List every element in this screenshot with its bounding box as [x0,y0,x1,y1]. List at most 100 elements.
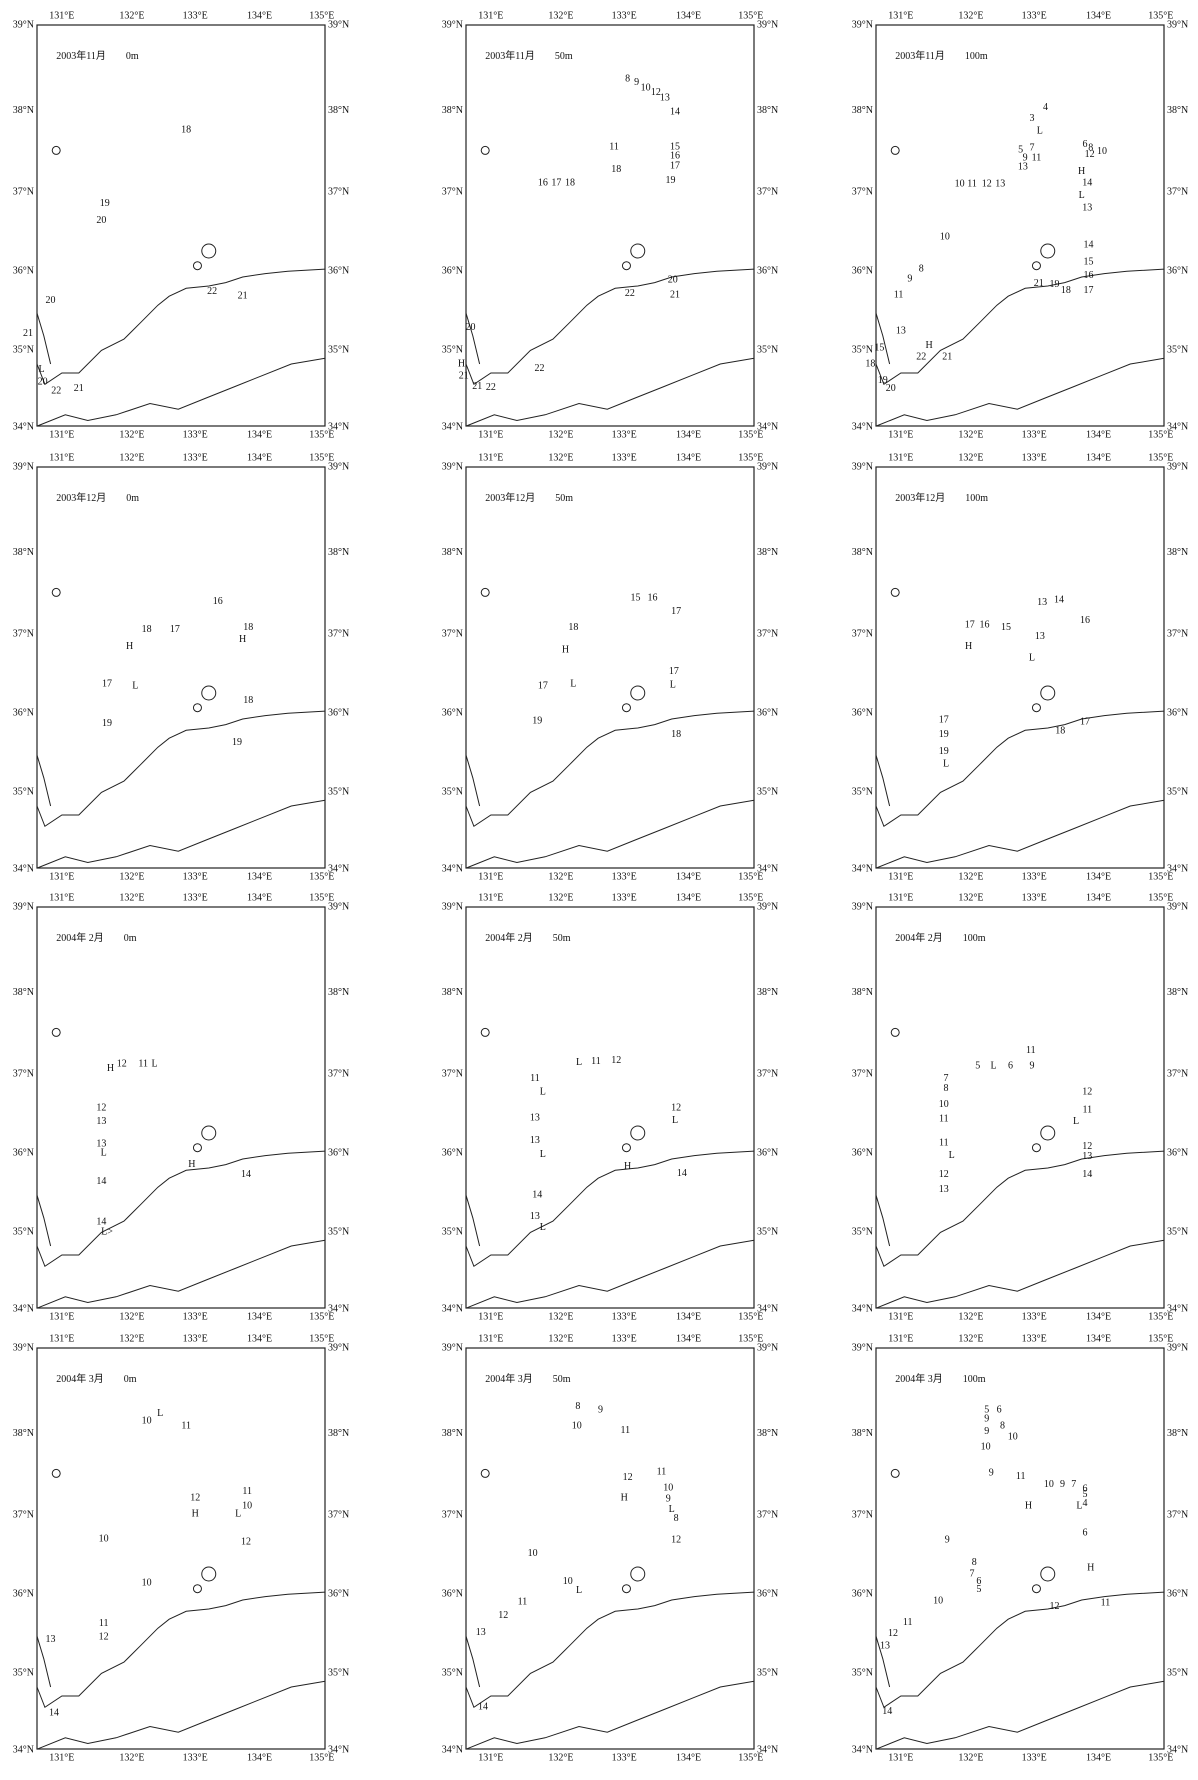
lat-label: 36°N [442,1589,463,1600]
contour-label: 12 [117,1058,127,1069]
lon-label: 132°E [119,452,144,463]
lat-label: 37°N [442,1069,463,1080]
lat-label: 34°N [442,422,463,433]
contour-label: 18 [568,622,578,633]
island [1040,1125,1056,1141]
contour-label: 16 [670,150,680,161]
panel-title: 2003年11月 0m [56,49,139,62]
contour-label: 14 [241,1169,251,1180]
map-frame [875,906,1165,1309]
lat-label: 39°N [328,461,349,472]
lon-label: 134°E [1086,871,1111,882]
lat-label: 35°N [13,787,34,798]
lon-label: 134°E [247,871,272,882]
contour-label: 13 [1035,631,1045,642]
contour-label: 12 [611,1055,621,1066]
lat-label: 35°N [852,787,873,798]
lat-label: 39°N [13,461,34,472]
lon-label: 131°E [49,1752,74,1763]
lat-label: 36°N [442,266,463,277]
lon-label: 135°E [1148,10,1173,21]
contour-label: 13 [530,1211,540,1222]
lon-label: 131°E [478,10,503,21]
contour-label: 17 [670,161,680,172]
lat-label: 37°N [442,1510,463,1521]
lat-label: 36°N [757,1148,778,1159]
contour-label: 9 [634,77,639,88]
contour-label: 9 [1029,1061,1034,1072]
lat-label: 38°N [757,547,778,558]
contour-label: 5 [976,1584,981,1595]
panel-title: 2004年 3月 50m [485,1372,570,1385]
contour-label: L [670,679,676,690]
lon-label: 135°E [309,452,334,463]
contour-label: 21 [942,352,952,363]
map-frame [465,466,755,869]
lat-label: 35°N [442,1227,463,1238]
lon-label: 132°E [958,1333,983,1344]
lon-label: 135°E [309,871,334,882]
lat-label: 39°N [1167,461,1188,472]
contour-label: 5 [1018,145,1023,156]
map-panel: 2003年11月 0m 131°E 131°E 132°E 132°E 133°E 133°… [13,10,349,440]
island [192,703,202,713]
lon-label: 131°E [478,429,503,440]
lat-label: 34°N [13,1745,34,1756]
lat-label: 38°N [757,105,778,116]
lat-label: 38°N [328,987,349,998]
island [51,145,61,155]
lat-label: 39°N [757,901,778,912]
map-panel: 2004年 3月 50m131°E131°E132°E132°E133°E133… [442,1333,778,1763]
contour-label: 11 [939,1114,949,1125]
lon-label: 135°E [309,1752,334,1763]
lon-label: 133°E [1022,1333,1047,1344]
lat-label: 36°N [13,266,34,277]
island [621,703,631,713]
contour-label: 19 [232,737,242,748]
island [630,1566,646,1582]
island [1031,1584,1041,1594]
lat-label: 34°N [1167,422,1188,433]
contour-label: 22 [51,385,61,396]
lat-label: 37°N [852,1069,873,1080]
lon-label: 132°E [548,1311,573,1322]
lon-label: 135°E [1148,1333,1173,1344]
coastline [875,312,891,365]
contour-label: 9 [666,1494,671,1505]
contour-label: 16 [1083,270,1093,281]
coastline [875,754,891,807]
lon-label: 131°E [888,892,913,903]
contour-label: 9 [1023,153,1028,164]
lon-label: 131°E [888,1311,913,1322]
lat-label: 38°N [13,1428,34,1439]
coastline [465,710,755,828]
island [1040,1566,1056,1582]
island [480,587,490,597]
lon-label: 133°E [612,1311,637,1322]
lat-label: 35°N [1167,1668,1188,1679]
lat-label: 34°N [852,422,873,433]
lat-label: 36°N [1167,1589,1188,1600]
map-panel: 2003年12月 100m 131°E 131°E 132°E 132°E 133°E 13… [852,452,1188,882]
lon-label: 131°E [49,871,74,882]
lat-label: 38°N [13,105,34,116]
lon-label: 134°E [676,1311,701,1322]
lon-label: 132°E [958,892,983,903]
island [201,685,217,701]
lat-label: 38°N [13,547,34,558]
contour-label: 4 [1083,1498,1088,1509]
lon-label: 132°E [548,10,573,21]
lat-label: 36°N [13,1589,34,1600]
contour-label: 16 [213,596,223,607]
contour-label: L [576,1057,582,1068]
contour-label: 19 [666,175,676,186]
lat-label: 37°N [852,629,873,640]
contour-label: 17 [1080,717,1090,728]
contour-label: 9 [907,274,912,285]
lat-label: 36°N [852,1589,873,1600]
lon-label: 131°E [888,429,913,440]
contour-label: 18 [1055,726,1065,737]
contour-label: 14 [882,1706,892,1717]
lat-label: 38°N [442,987,463,998]
lon-label: 133°E [612,10,637,21]
